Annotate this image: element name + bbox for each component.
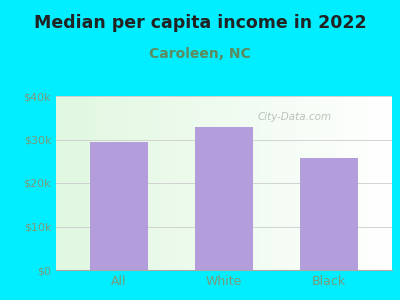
Bar	[300, 158, 358, 270]
Text: Caroleen, NC: Caroleen, NC	[149, 46, 251, 61]
Text: Median per capita income in 2022: Median per capita income in 2022	[34, 14, 366, 32]
Text: City-Data.com: City-Data.com	[258, 112, 332, 122]
Bar	[90, 142, 148, 270]
Bar	[195, 127, 253, 270]
